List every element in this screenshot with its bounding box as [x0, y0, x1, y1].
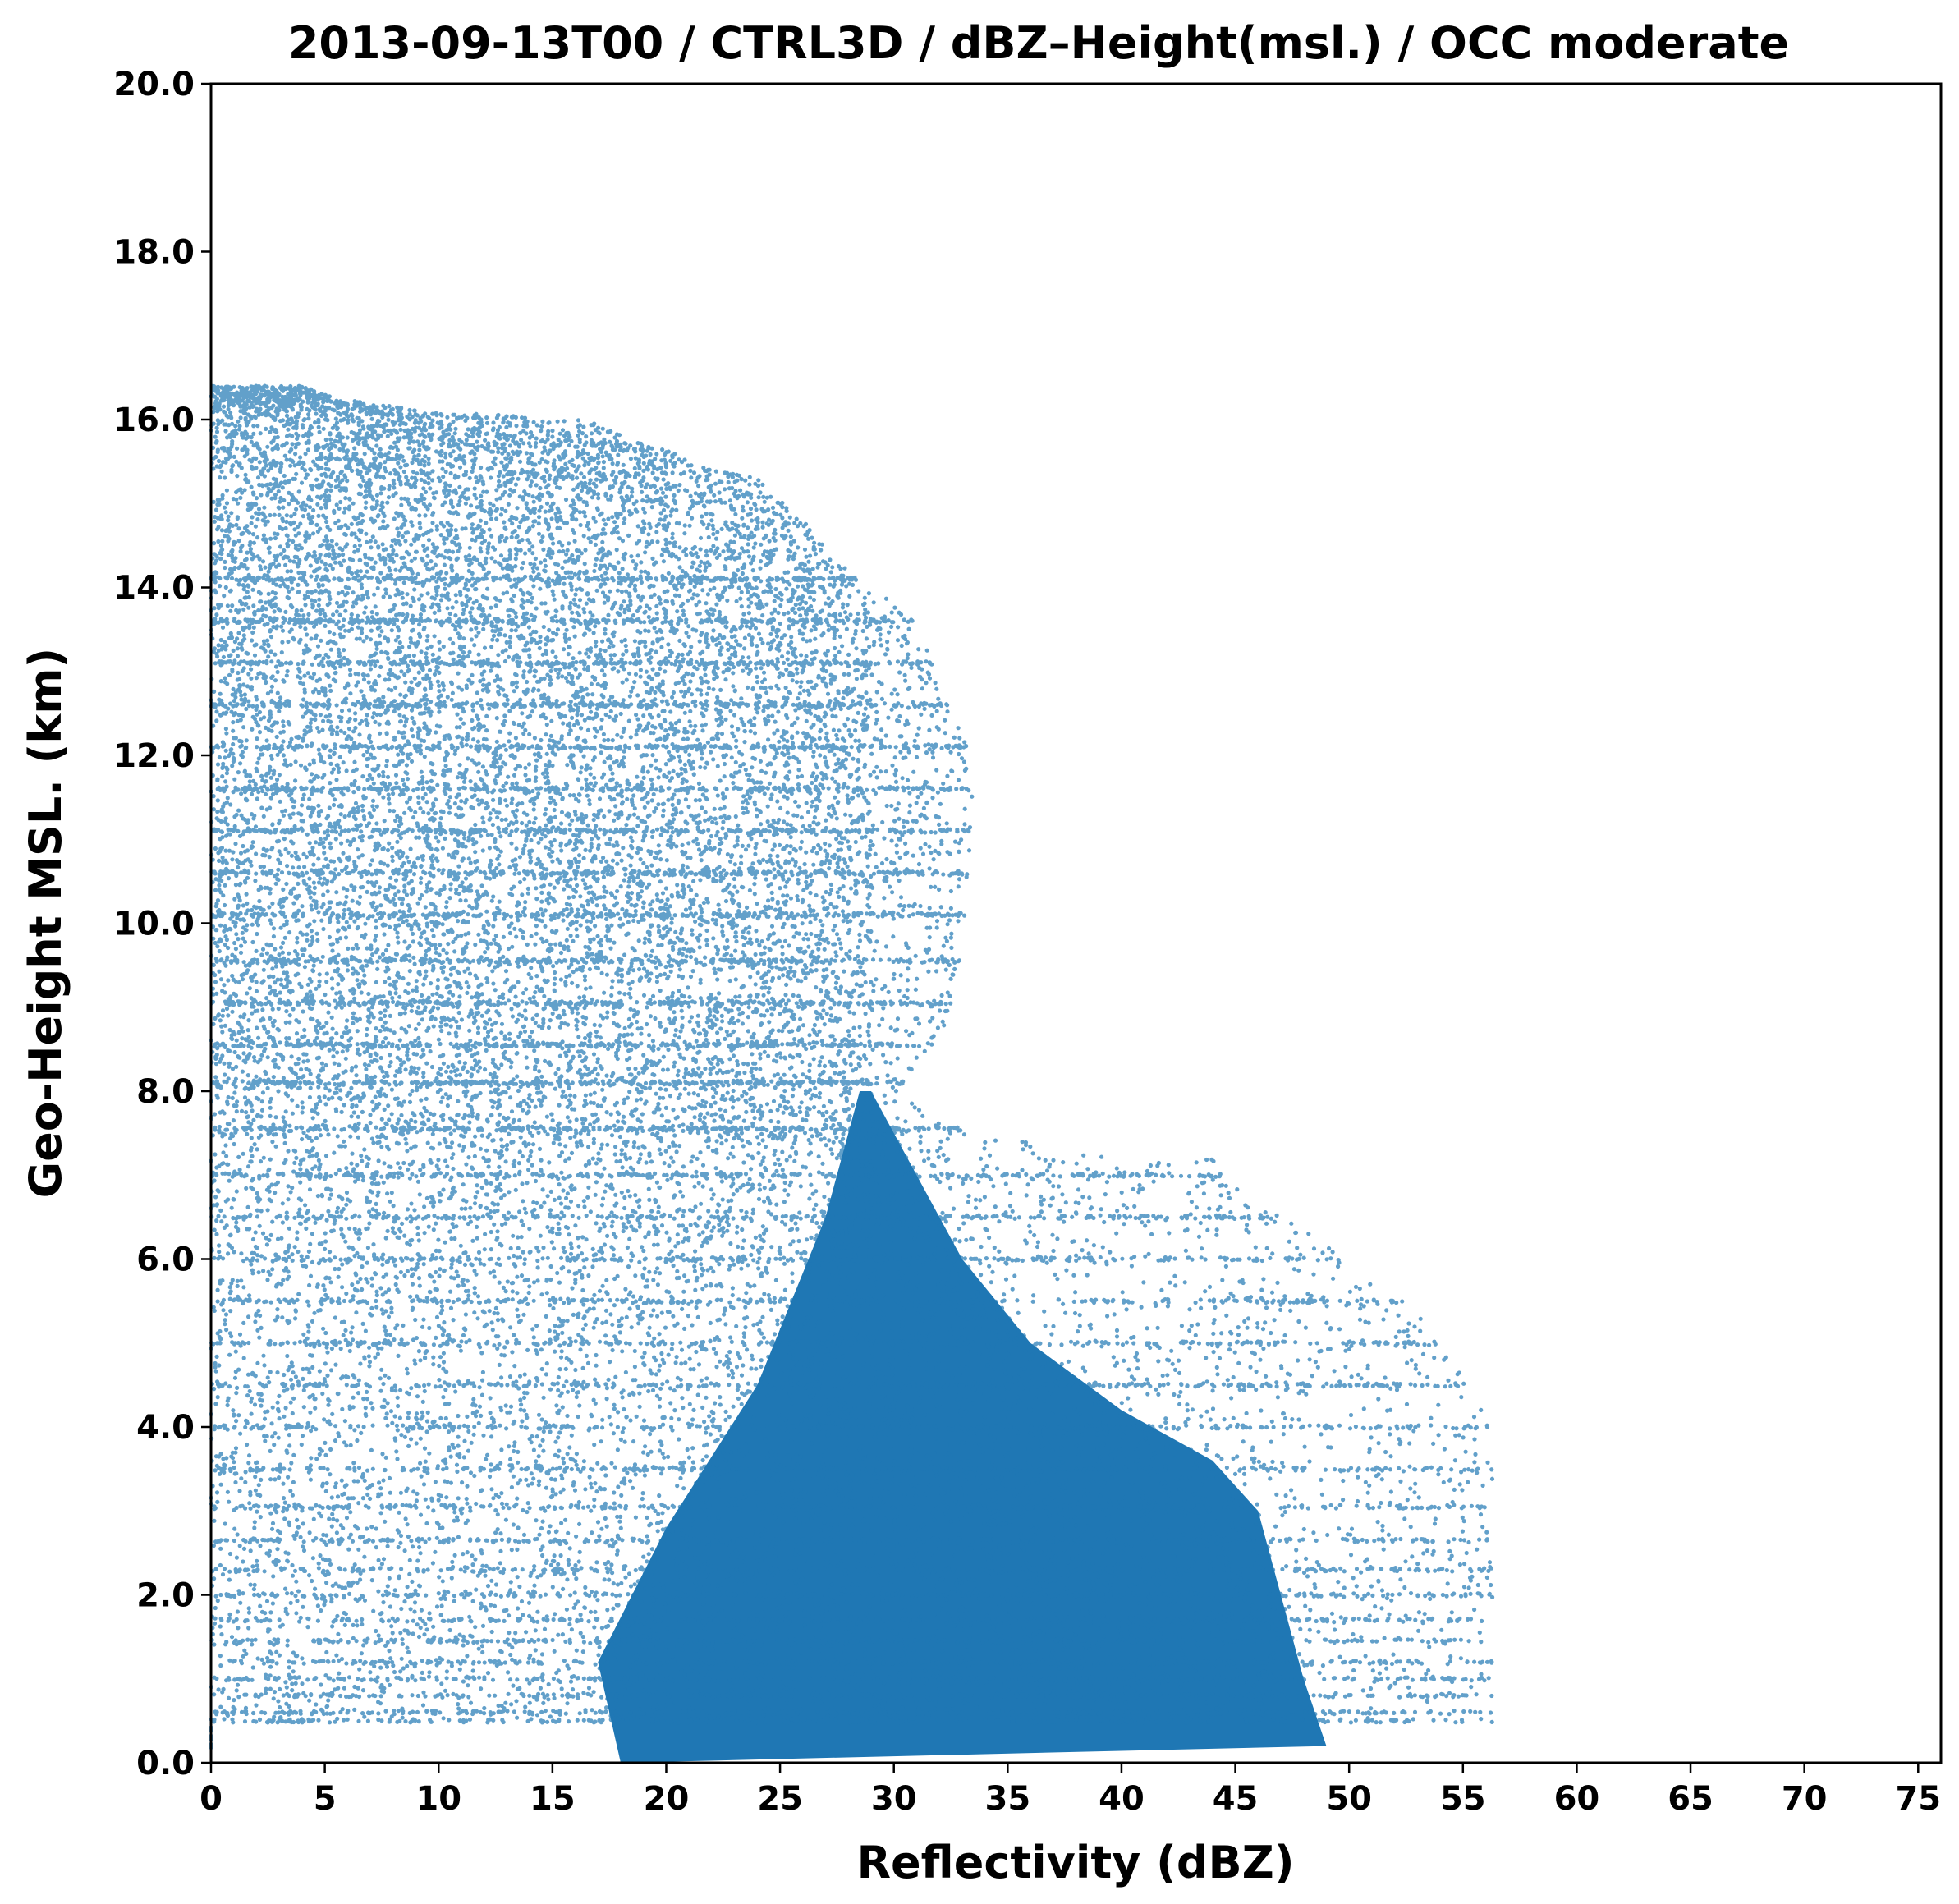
x-tick-label: 20: [644, 1780, 690, 1818]
y-axis-label: Geo-Height MSL. (km): [20, 648, 71, 1198]
y-tick-label: 12.0: [113, 737, 195, 775]
x-tick-label: 5: [314, 1780, 337, 1818]
x-tick-label: 60: [1554, 1780, 1600, 1818]
x-tick-label: 50: [1326, 1780, 1372, 1818]
y-tick-label: 16.0: [113, 401, 195, 439]
scatter-points: [209, 383, 1495, 1763]
y-tick-label: 2.0: [136, 1577, 195, 1615]
x-tick-label: 35: [984, 1780, 1030, 1818]
y-tick-label: 6.0: [136, 1241, 195, 1279]
x-axis-label: Reflectivity (dBZ): [856, 1837, 1294, 1888]
x-tick-label: 75: [1895, 1780, 1941, 1818]
y-tick-label: 18.0: [113, 234, 195, 272]
scatter-point-cloud: [209, 383, 1495, 1750]
x-tick-label: 40: [1099, 1780, 1145, 1818]
y-tick-label: 10.0: [113, 906, 195, 943]
x-tick-label: 65: [1668, 1780, 1714, 1818]
x-tick-label: 15: [530, 1780, 576, 1818]
y-axis: 0.0 2.0 4.0 6.0 8.0 10.0 12.0 14.0 16.0 18.0 20.0: [113, 66, 211, 1782]
x-tick-label: 55: [1440, 1780, 1486, 1818]
chart-title: 2013-09-13T00 / CTRL3D / dBZ–Height(msl.…: [288, 17, 1789, 69]
y-tick-label: 4.0: [136, 1409, 195, 1447]
y-tick-label: 20.0: [113, 66, 195, 103]
x-tick-label: 70: [1782, 1780, 1828, 1818]
x-tick-label: 0: [200, 1780, 223, 1818]
x-tick-label: 25: [757, 1780, 803, 1818]
x-axis: 0 5 10 15 20 25 30 35 40 45 50 55 60 65 70 75: [200, 1763, 1941, 1818]
x-tick-label: 30: [871, 1780, 917, 1818]
x-tick-label: 10: [415, 1780, 461, 1818]
y-tick-label: 8.0: [136, 1073, 195, 1111]
y-tick-label: 0.0: [136, 1745, 195, 1782]
x-tick-label: 45: [1213, 1780, 1259, 1818]
y-tick-label: 14.0: [113, 570, 195, 608]
